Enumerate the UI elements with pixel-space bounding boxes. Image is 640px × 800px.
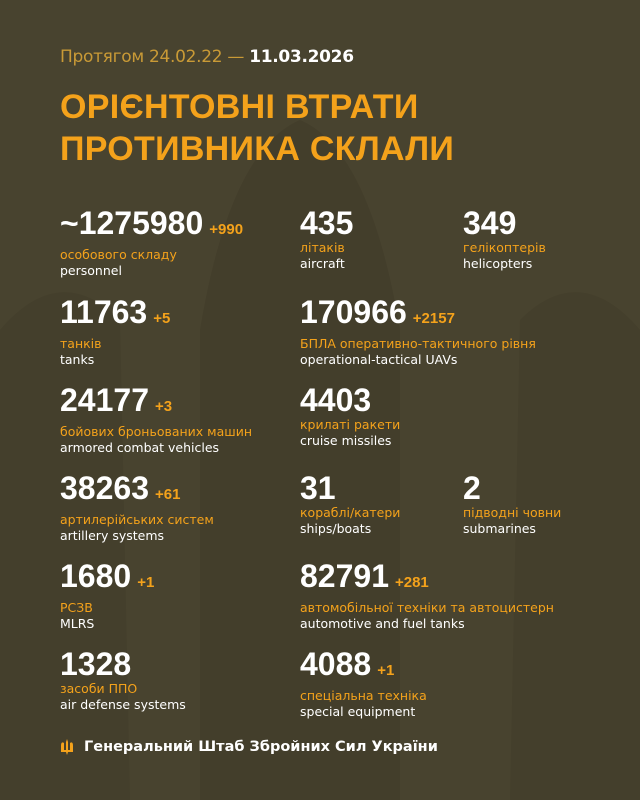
stat-number: 435 <box>300 205 354 241</box>
stat-label-en: armored combat vehicles <box>60 440 220 455</box>
title-line-2: ПРОТИВНИКА СКЛАЛИ <box>60 130 455 168</box>
stat-label-en: operational-tactical UAVs <box>300 352 458 367</box>
stat-label-ua: літаків <box>300 240 345 255</box>
stat-label-en: air defense systems <box>60 697 186 712</box>
stat-label-en: ships/boats <box>300 521 372 536</box>
stat-helicopters: 349 гелікоптерів helicopters <box>463 206 546 272</box>
stat-label-en: tanks <box>60 352 95 367</box>
title-line-1: ОРІЄНТОВНІ ВТРАТИ <box>60 88 419 126</box>
stat-value: ~1275980 +990 <box>60 206 243 247</box>
stat-label-en: MLRS <box>60 616 95 631</box>
footer-text: Генеральний Штаб Збройних Сил України <box>84 739 438 755</box>
stat-label-ua: кораблі/катери <box>300 505 401 520</box>
stat-operational-tactical-uavs: 170966 +2157 БПЛА оперативно-тактичного рі… <box>300 295 536 368</box>
stat-value: 31 <box>300 471 400 505</box>
stat-value: 170966 +2157 <box>300 295 536 336</box>
stat-air-defense-systems: 1328 засоби ППО air defense systems <box>60 647 186 713</box>
stat-number: 82791 <box>300 558 389 594</box>
stat-value: 82791 +281 <box>300 559 554 600</box>
stat-label-ua: БПЛА оперативно-тактичного рівня <box>300 336 536 351</box>
stat-value: 349 <box>463 206 546 240</box>
stat-delta: +2157 <box>412 310 455 327</box>
stat-aircraft: 435 літаків aircraft <box>300 206 353 272</box>
stat-personnel: ~1275980 +990 особового складу personnel <box>60 206 243 279</box>
stat-ships-boats: 31 кораблі/катери ships/boats <box>300 471 400 537</box>
stat-number: 24177 <box>60 382 149 418</box>
stat-label-ua: крилаті ракети <box>300 417 401 432</box>
stat-label-ua: підводні човни <box>463 505 562 520</box>
stat-delta: +1 <box>137 574 155 591</box>
stat-label-en: submarines <box>463 521 536 536</box>
stat-value: 11763 +5 <box>60 295 170 336</box>
stat-label-ua: спеціальна техніка <box>300 688 427 703</box>
page-title: ОРІЄНТОВНІ ВТРАТИ ПРОТИВНИКА СКЛАЛИ <box>60 86 454 170</box>
stat-label-ua: гелікоптерів <box>463 240 546 255</box>
stat-value: 1680 +1 <box>60 559 154 600</box>
stat-label-en: automotive and fuel tanks <box>300 616 465 631</box>
stat-label-en: artillery systems <box>60 528 165 543</box>
stat-value: 435 <box>300 206 353 240</box>
stat-number: 4403 <box>300 382 372 418</box>
stat-delta: +61 <box>154 486 181 503</box>
stat-label-ua: засоби ППО <box>60 681 138 696</box>
period: Протягом 24.02.22 — 11.03.2026 <box>60 47 354 67</box>
stat-label-en: personnel <box>60 263 122 278</box>
stat-number: 170966 <box>300 294 407 330</box>
stat-value: 24177 +3 <box>60 383 252 424</box>
stat-number: ~1275980 <box>60 205 204 241</box>
stat-number: 4088 <box>300 646 372 682</box>
stat-label-ua: артилерійських систем <box>60 512 214 527</box>
stat-label-ua: особового складу <box>60 247 177 262</box>
stat-number: 11763 <box>60 294 148 330</box>
stat-cruise-missiles: 4403 крилаті ракети cruise missiles <box>300 383 400 449</box>
stat-submarines: 2 підводні човни submarines <box>463 471 561 537</box>
stat-label-en: special equipment <box>300 704 416 719</box>
stat-delta: +3 <box>154 398 173 415</box>
stat-label-en: aircraft <box>300 256 345 271</box>
stat-tanks: 11763 +5 танків tanks <box>60 295 170 368</box>
stat-number: 349 <box>463 205 517 241</box>
trident-icon <box>61 739 73 755</box>
stat-label-ua: РСЗВ <box>60 600 93 615</box>
stat-label-en: helicopters <box>463 256 533 271</box>
stat-armored-combat-vehicles: 24177 +3 бойових броньованих машин armored … <box>60 383 252 456</box>
stat-label-ua: танків <box>60 336 102 351</box>
stat-value: 2 <box>463 471 561 505</box>
stat-automotive-and-fuel-tanks: 82791 +281 автомобільної техніки та автоци… <box>300 559 554 632</box>
stat-number: 1680 <box>60 558 132 594</box>
stat-number: 2 <box>463 470 481 506</box>
stat-label-ua: бойових броньованих машин <box>60 424 252 439</box>
footer: Генеральний Штаб Збройних Сил України <box>60 738 438 756</box>
stat-artillery-systems: 38263 +61 артилерійських систем artillery s… <box>60 471 214 544</box>
period-end: 11.03.2026 <box>249 47 354 67</box>
stat-delta: +990 <box>209 221 244 238</box>
stat-delta: +5 <box>153 310 171 327</box>
stat-value: 38263 +61 <box>60 471 214 512</box>
stat-value: 1328 <box>60 647 186 681</box>
stat-mlrs: 1680 +1 РСЗВ MLRS <box>60 559 154 632</box>
stat-special-equipment: 4088 +1 спеціальна техніка special equipmen… <box>300 647 427 720</box>
stat-number: 1328 <box>60 646 132 682</box>
stat-number: 38263 <box>60 470 149 506</box>
stat-value: 4403 <box>300 383 400 417</box>
period-start: Протягом 24.02.22 — <box>60 47 245 67</box>
stat-delta: +281 <box>394 574 429 591</box>
stat-label-ua: автомобільної техніки та автоцистерн <box>300 600 554 615</box>
stat-value: 4088 +1 <box>300 647 427 688</box>
stat-label-en: cruise missiles <box>300 433 392 448</box>
stat-delta: +1 <box>377 662 395 679</box>
stat-number: 31 <box>300 470 336 506</box>
